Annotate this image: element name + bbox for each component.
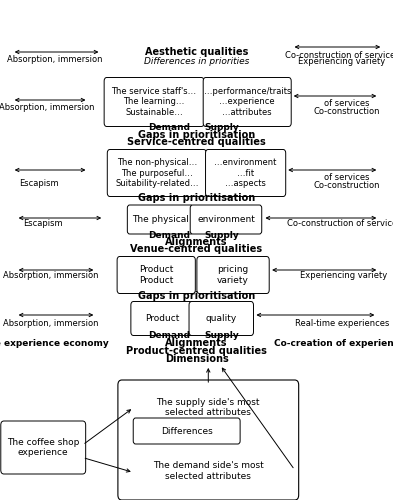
Text: Co-construction: Co-construction [313,182,380,190]
FancyBboxPatch shape [127,205,193,234]
Text: The non-physical…
The purposeful…
Suitability-related…: The non-physical… The purposeful… Suitab… [115,158,198,188]
Text: Differences in priorities: Differences in priorities [144,58,249,66]
Text: Experiencing variety: Experiencing variety [298,58,386,66]
Text: Experiencing variety: Experiencing variety [300,270,387,280]
FancyBboxPatch shape [117,256,195,294]
Text: Aesthetic qualities: Aesthetic qualities [145,47,248,57]
Text: Supply: Supply [205,123,239,132]
Text: The demand side's most
selected attributes: The demand side's most selected attribut… [153,462,264,480]
Text: pricing
variety: pricing variety [217,266,249,284]
Text: Co-construction of services: Co-construction of services [286,218,393,228]
Text: Real-time experiences: Real-time experiences [295,320,389,328]
Text: Absorption, immersion: Absorption, immersion [3,320,99,328]
Text: Escapism: Escapism [24,218,63,228]
FancyBboxPatch shape [203,78,291,126]
Text: Alignments: Alignments [165,237,228,247]
Text: Supply: Supply [205,332,239,340]
Text: Co-construction of services: Co-construction of services [285,50,393,59]
Text: …environment
…fit
…aspects: …environment …fit …aspects [215,158,277,188]
Text: Dimensions: Dimensions [165,354,228,364]
Text: The service staff's…
The learning…
Sustainable…: The service staff's… The learning… Susta… [112,87,196,117]
Text: Absorption, immersion: Absorption, immersion [3,270,99,280]
Text: quality: quality [206,314,237,323]
Text: Co-construction: Co-construction [313,106,380,116]
Text: Demand: Demand [148,230,190,239]
Text: The experience economy: The experience economy [0,338,108,347]
FancyBboxPatch shape [118,380,299,500]
FancyBboxPatch shape [189,302,253,336]
FancyBboxPatch shape [107,150,206,196]
Text: of services: of services [324,174,369,182]
Text: The physical: The physical [132,215,189,224]
Text: Gaps in prioritisation: Gaps in prioritisation [138,291,255,301]
FancyBboxPatch shape [131,302,193,336]
Text: Demand: Demand [148,332,190,340]
Text: The supply side's most
selected attributes: The supply side's most selected attribut… [156,398,260,417]
Text: Product-centred qualities: Product-centred qualities [126,346,267,356]
Text: Absorption, immersion: Absorption, immersion [7,56,103,64]
Text: Supply: Supply [205,230,239,239]
FancyBboxPatch shape [104,78,204,126]
Text: Venue-centred qualities: Venue-centred qualities [130,244,263,254]
Text: of services: of services [324,99,369,108]
Text: Absorption, immersion: Absorption, immersion [0,104,95,112]
Text: Alignments: Alignments [165,338,228,348]
FancyBboxPatch shape [206,150,286,196]
Text: Gaps in prioritisation: Gaps in prioritisation [138,193,255,203]
Text: environment: environment [197,215,255,224]
Text: …performance/traits
…experience
…attributes: …performance/traits …experience …attribu… [204,87,291,117]
FancyBboxPatch shape [133,418,240,444]
FancyBboxPatch shape [1,421,86,474]
Text: Service-centred qualities: Service-centred qualities [127,137,266,147]
Text: Differences: Differences [161,426,213,436]
Text: Gaps in prioritisation: Gaps in prioritisation [138,130,255,140]
Text: Product
Product: Product Product [139,266,173,284]
FancyBboxPatch shape [197,256,269,294]
Text: Product: Product [145,314,179,323]
Text: Escapism: Escapism [20,178,59,188]
Text: Demand: Demand [148,123,190,132]
FancyBboxPatch shape [190,205,262,234]
Text: The coffee shop
experience: The coffee shop experience [7,438,79,457]
Text: Co-creation of experiences: Co-creation of experiences [274,338,393,347]
